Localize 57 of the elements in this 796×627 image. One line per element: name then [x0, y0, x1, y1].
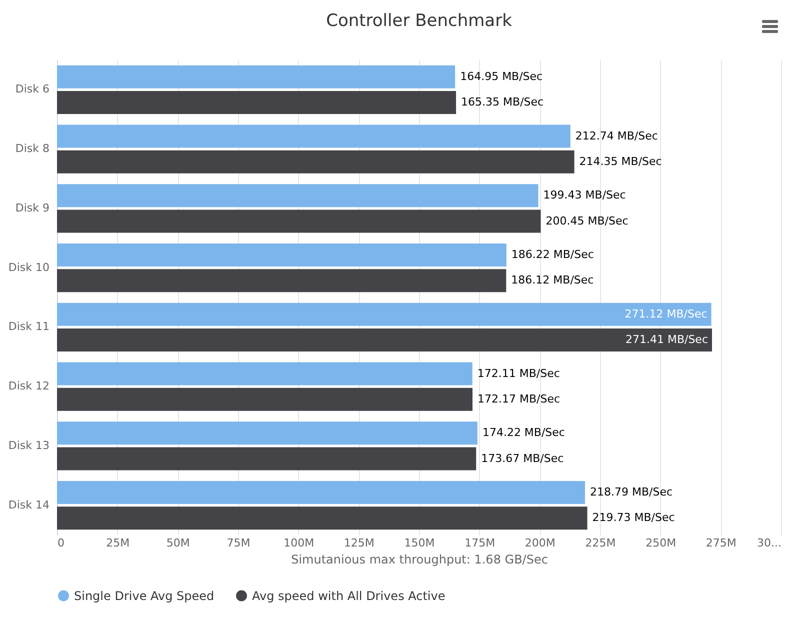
x-tick-label: 75M: [226, 536, 250, 550]
y-tick-label: Disk 10: [8, 260, 50, 274]
data-label: 271.12 MB/Sec: [624, 307, 708, 320]
y-tick-label: Disk 14: [8, 498, 50, 512]
bar: [57, 269, 506, 292]
data-label: 186.22 MB/Sec: [511, 248, 594, 261]
y-tick-label: Disk 12: [8, 380, 50, 393]
x-tick-label: 275M: [706, 536, 736, 550]
x-tick-label: 225M: [585, 536, 616, 550]
y-tick-label: Disk 13: [8, 438, 50, 452]
bar: [57, 243, 506, 267]
x-tick-label: 250M: [646, 536, 676, 550]
data-label: 200.45 MB/Sec: [546, 214, 628, 228]
x-tick-label: 125M: [344, 536, 374, 550]
x-tick-label: 30...: [757, 536, 782, 550]
data-label: 199.43 MB/Sec: [543, 188, 626, 202]
data-label: 271.41 MB/Sec: [625, 333, 708, 346]
y-tick-label: Disk 6: [15, 82, 50, 96]
bar: [57, 150, 574, 174]
bar: [57, 480, 586, 504]
bar: [57, 184, 538, 208]
y-tick-label: Disk 8: [15, 142, 50, 156]
data-label: 173.67 MB/Sec: [481, 452, 564, 465]
bar: [57, 90, 456, 114]
bar: [57, 506, 588, 530]
y-tick-label: Disk 9: [15, 201, 50, 214]
bar: [57, 447, 476, 470]
x-axis-title: Simutanious max throughput: 1.68 GB/Sec: [291, 552, 548, 566]
x-tick-label: 50M: [166, 536, 190, 550]
x-tick-label: 150M: [404, 536, 435, 550]
legend-label: Single Drive Avg Speed: [74, 588, 214, 603]
x-tick-label: 0: [58, 536, 64, 550]
bar: [57, 422, 478, 445]
data-label: 164.95 MB/Sec: [460, 70, 543, 83]
data-label: 218.79 MB/Sec: [590, 486, 673, 498]
data-label: 165.35 MB/Sec: [461, 96, 544, 108]
bar: [57, 210, 541, 233]
bar: [57, 328, 712, 352]
data-label: 172.17 MB/Sec: [478, 392, 560, 406]
chart-title: Controller Benchmark: [326, 11, 512, 31]
bar: [57, 302, 712, 326]
legend-label: Avg speed with All Drives Active: [252, 588, 446, 603]
x-tick-label: 200M: [524, 536, 556, 550]
data-label: 219.73 MB/Sec: [592, 511, 675, 524]
data-label: 214.35 MB/Sec: [579, 154, 662, 168]
bar: [57, 362, 472, 386]
x-tick-label: 100M: [284, 536, 314, 550]
data-label: 186.12 MB/Sec: [511, 274, 594, 287]
data-label: 174.22 MB/Sec: [482, 426, 565, 440]
data-label: 172.11 MB/Sec: [477, 366, 560, 380]
bar: [57, 388, 473, 411]
x-tick-label: 25M: [106, 536, 130, 550]
bar: [57, 124, 570, 148]
bar: [57, 65, 456, 88]
x-tick-label: 175M: [464, 536, 496, 550]
y-tick-label: Disk 11: [8, 320, 50, 334]
data-label: 212.74 MB/Sec: [575, 129, 658, 142]
